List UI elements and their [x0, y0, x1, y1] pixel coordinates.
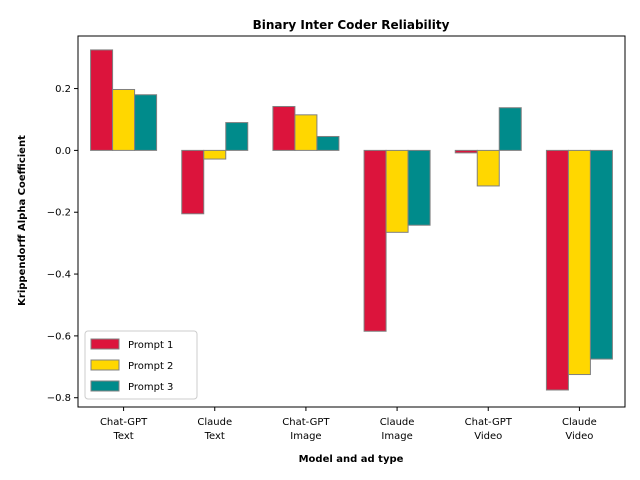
bar-prompt-3-3 — [316, 135, 340, 151]
x-tick-label: Claude Text — [197, 417, 232, 442]
legend-label: Prompt 2 — [128, 361, 173, 372]
legend-swatch — [90, 380, 120, 392]
bar-prompt-2-5 — [476, 149, 500, 187]
y-tick-label: 0.0 — [55, 146, 71, 157]
bar-prompt-3-6 — [589, 149, 613, 360]
y-tick-label: −0.2 — [47, 208, 71, 219]
bar-prompt-1-3 — [272, 105, 296, 151]
y-tick-label: 0.2 — [55, 84, 71, 95]
bar-prompt-3-5 — [498, 107, 522, 151]
bar-prompt-2-4 — [385, 149, 409, 233]
axes-frame — [77, 35, 626, 408]
bar-prompt-2-1 — [112, 88, 136, 151]
x-tick-label: Claude Video — [562, 417, 597, 442]
bar-prompt-1-4 — [363, 149, 387, 332]
x-tick-label: Claude Image — [380, 417, 415, 442]
x-tick-label: Chat-GPT Image — [282, 417, 330, 442]
y-tick-label: −0.6 — [47, 331, 71, 342]
legend-swatch — [90, 338, 120, 350]
bar-prompt-1-6 — [545, 149, 569, 391]
bar-prompt-1-5 — [454, 149, 478, 154]
x-tick-label: Chat-GPT Text — [100, 417, 148, 442]
y-axis-label: Krippendorff Alpha Coefficient — [17, 135, 28, 306]
bar-prompt-1-2 — [181, 149, 205, 215]
plot-area: −0.8 −0.6 −0.4 −0.2 0.0 0.2 Chat-GPT Text Claude… — [47, 35, 626, 442]
bar-prompt-2-2 — [203, 149, 227, 160]
y-tick-label: −0.8 — [47, 393, 71, 404]
bar-prompt-3-4 — [407, 149, 431, 226]
bar-prompt-3-1 — [134, 94, 158, 151]
legend: Prompt 1 Prompt 2 Prompt 3 — [84, 330, 198, 400]
chart-title: Binary Inter Coder Reliability — [253, 18, 450, 32]
bar-prompt-2-3 — [294, 114, 318, 151]
y-tick-label: −0.4 — [47, 270, 71, 281]
legend-label: Prompt 3 — [128, 382, 173, 393]
bar-prompt-1-1 — [90, 49, 114, 151]
bar-prompt-2-6 — [567, 149, 591, 376]
legend-swatch — [90, 359, 120, 371]
bar-prompt-3-2 — [225, 122, 249, 151]
x-tick-label: Chat-GPT Video — [465, 417, 513, 442]
legend-label: Prompt 1 — [128, 340, 173, 351]
x-axis-label: Model and ad type — [299, 454, 404, 465]
